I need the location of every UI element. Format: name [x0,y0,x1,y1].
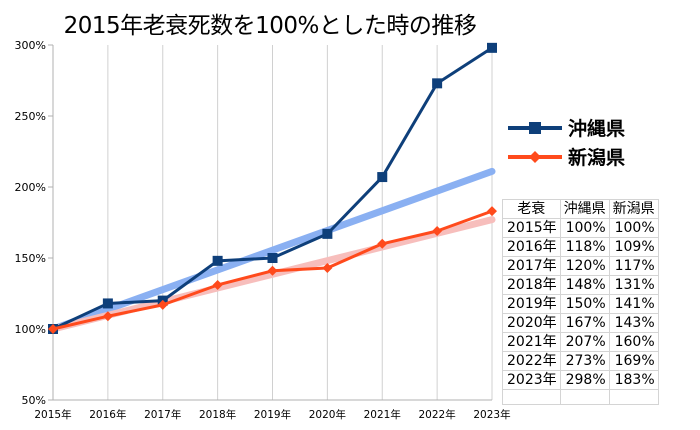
table-cell: 148% [559,275,610,295]
table-cell: 273% [559,351,610,371]
x-tick-label: 2016年 [89,408,126,421]
table-row: 2016年 118% 109% [502,237,659,257]
data-point [487,206,497,217]
table-header-cell: 新潟県 [608,199,659,219]
table-header-cell: 老衰 [502,199,561,219]
table-blank-row [502,389,659,405]
y-tick-label: 200% [15,181,46,194]
table-cell: 2017年 [502,256,561,276]
y-tick-label: 250% [15,110,46,123]
y-tick-label: 150% [15,252,46,265]
data-point [157,299,168,310]
table-cell: 100% [559,218,610,238]
table-row: 2022年 273% 169% [502,351,659,371]
x-tick-label: 2023年 [473,408,510,421]
chart-title: 2015年老衰死数を100%とした時の推移 [63,13,477,39]
table-cell: 2015年 [502,218,561,238]
table-cell: 2023年 [502,370,561,390]
table-cell: 109% [608,237,659,257]
table-cell: 298% [559,370,610,390]
legend-label: 沖縄県 [568,117,625,140]
legend-label: 新潟県 [568,146,625,169]
x-tick-label: 2018年 [199,408,236,421]
table-cell: 120% [559,256,610,276]
legend-marker [529,122,541,134]
data-table: 老衰 沖縄県 新潟県 2015年 100% 100% 2016年 118% 109% 2017年… [502,199,659,405]
data-point [212,279,223,290]
table-cell: 2022年 [502,351,561,371]
table-cell: 2020年 [502,313,561,333]
data-point [102,311,113,322]
table-row: 2015年 100% 100% [502,218,659,238]
table-cell: 2018年 [502,275,561,295]
table-cell: 183% [608,370,659,390]
table-cell: 131% [608,275,659,295]
table-row: 2018年 148% 131% [502,275,659,295]
data-point [377,238,388,249]
data-point [48,324,58,334]
data-point [487,42,497,53]
table-cell: 169% [608,351,659,371]
table-cell [502,389,561,405]
table-body: 2015年 100% 100% 2016年 118% 109% 2017年 120% 117% 2… [502,218,659,405]
data-point [322,262,333,273]
data-point [102,298,113,309]
data-point [432,78,443,89]
table-header-row: 老衰 沖縄県 新潟県 [502,199,659,219]
table-cell: 2016年 [502,237,561,257]
table-cell: 118% [559,237,610,257]
data-point [432,226,443,237]
y-tick-label: 100% [15,323,46,336]
y-tick-label: 300% [15,39,46,52]
table-row: 2020年 167% 143% [502,313,659,333]
table-cell: 117% [608,256,659,276]
table-cell: 141% [608,294,659,314]
table-cell: 167% [559,313,610,333]
table-cell: 160% [608,332,659,352]
data-point [212,255,223,266]
table-cell: 2021年 [502,332,561,352]
x-tick-label: 2017年 [144,408,181,421]
table-header-cell: 沖縄県 [559,199,610,219]
data-point [267,265,278,276]
legend-marker [529,151,541,163]
data-point [322,228,333,239]
table-cell: 2019年 [502,294,561,314]
table-row: 2019年 150% 141% [502,294,659,314]
table-row: 2017年 120% 117% [502,256,659,276]
x-tick-label: 2015年 [34,408,71,421]
x-tick-label: 2022年 [419,408,456,421]
table-cell [608,389,659,405]
data-point [377,172,388,183]
x-tick-label: 2020年 [309,408,346,421]
table-row: 2023年 298% 183% [502,370,659,390]
x-tick-label: 2021年 [364,408,401,421]
table-cell: 100% [608,218,659,238]
table-cell: 143% [608,313,659,333]
data-point [267,253,278,263]
table-cell [559,389,610,405]
table-row: 2021年 207% 160% [502,332,659,352]
y-tick-label: 50% [22,394,46,407]
table-cell: 150% [559,294,610,314]
x-tick-label: 2019年 [254,408,291,421]
table-cell: 207% [559,332,610,352]
